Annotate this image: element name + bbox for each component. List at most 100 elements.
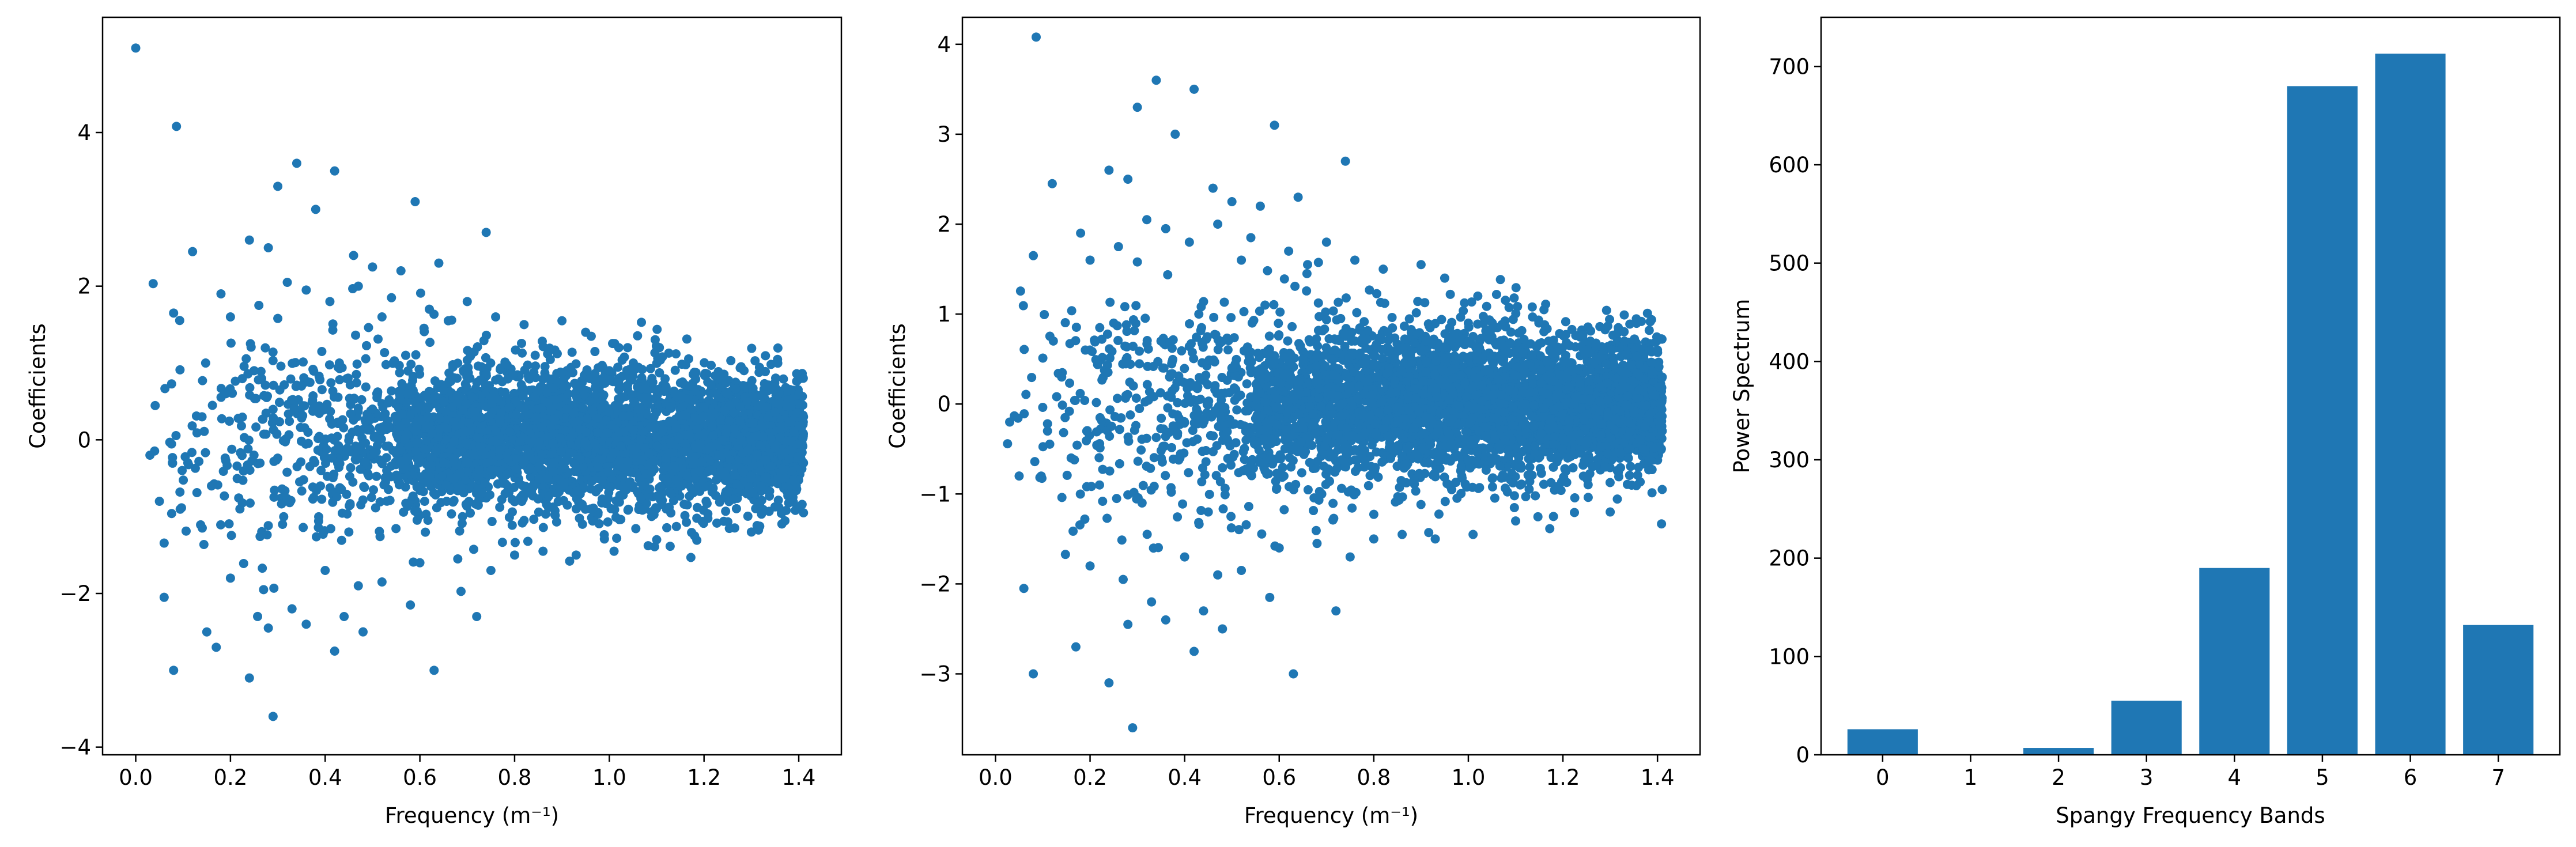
scatter-point: [682, 471, 692, 481]
scatter-point: [708, 430, 718, 440]
scatter-point: [704, 481, 713, 491]
scatter-point: [543, 398, 553, 407]
scatter-point: [750, 356, 760, 366]
scatter-point: [282, 467, 292, 477]
scatter-point: [603, 467, 613, 477]
scatter-point: [395, 368, 405, 377]
scatter-point: [491, 426, 501, 436]
scatter-point: [188, 247, 198, 256]
scatter-point: [686, 553, 696, 562]
scatter-point: [622, 380, 632, 390]
scatter-point: [316, 481, 326, 491]
scatter-point: [207, 400, 217, 410]
scatter-point: [699, 402, 709, 412]
scatter-point: [633, 382, 643, 392]
scatter-point: [415, 558, 425, 568]
scatter-point: [175, 365, 185, 375]
scatter-point: [640, 443, 649, 453]
scatter-point: [658, 352, 667, 362]
scatter-point: [276, 361, 286, 371]
scatter-point: [458, 512, 467, 521]
scatter-point: [294, 477, 304, 487]
scatter-point: [357, 395, 367, 404]
scatter-point: [333, 432, 342, 441]
scatter-point: [396, 456, 406, 466]
scatter-point: [401, 350, 410, 360]
scatter-point: [591, 485, 600, 495]
scatter-point: [211, 642, 221, 652]
scatter-point: [488, 436, 497, 446]
scatter-point: [221, 389, 231, 399]
scatter-point: [268, 712, 278, 721]
scatter-point: [512, 464, 522, 474]
scatter-point: [372, 393, 382, 403]
scatter-point: [309, 366, 319, 376]
scatter-point: [1185, 319, 1195, 328]
scatter-point: [314, 512, 324, 521]
scatter-point: [441, 406, 451, 416]
scatter-point: [666, 489, 676, 498]
scatter-point: [244, 673, 254, 683]
scatter-point: [590, 438, 600, 448]
scatter-point: [254, 301, 264, 310]
scatter-point: [570, 459, 580, 469]
scatter-point: [462, 356, 472, 365]
scatter-point: [599, 534, 609, 544]
scatter-point: [387, 293, 396, 302]
scatter-point: [590, 369, 600, 379]
scatter-point: [556, 447, 566, 456]
scatter-point: [269, 492, 279, 502]
scatter-point: [487, 517, 497, 527]
scatter-point: [579, 385, 588, 395]
scatter-point: [641, 384, 651, 394]
scatter-point: [477, 362, 486, 372]
scatter-point: [194, 456, 204, 466]
scatter-point: [328, 497, 338, 507]
scatter-point: [650, 348, 660, 358]
scatter-point: [239, 558, 248, 568]
scatter-point: [651, 408, 661, 418]
scatter-point: [716, 415, 726, 425]
scatter-point: [361, 438, 371, 448]
scatter-point: [169, 308, 179, 318]
scatter-point: [292, 158, 301, 168]
scatter-point: [348, 477, 358, 487]
scatter-point: [614, 497, 624, 507]
scatter-point: [382, 441, 391, 451]
scatter-point: [586, 504, 595, 514]
scatter-point: [724, 524, 734, 534]
scatter-point: [326, 407, 335, 417]
scatter-point: [618, 472, 628, 482]
scatter-point: [1647, 488, 1657, 498]
scatter-point: [1115, 459, 1124, 468]
y-tick-label: −2: [59, 581, 91, 606]
scatter-point: [382, 496, 392, 506]
scatter-point: [517, 497, 527, 506]
scatter-point: [456, 587, 466, 596]
x-axis-label: Frequency (m⁻¹): [385, 803, 559, 828]
scatter-point: [590, 377, 600, 387]
scatter-point: [131, 43, 141, 53]
scatter-point: [652, 441, 662, 451]
scatter-point: [496, 365, 505, 375]
scatter-point: [263, 243, 273, 252]
x-tick-label: 0.8: [1357, 765, 1391, 790]
scatter-point: [670, 365, 680, 375]
scatter-point: [216, 289, 226, 298]
scatter-point: [702, 498, 712, 508]
scatter-point: [455, 468, 465, 478]
scatter-point: [597, 498, 607, 508]
scatter-point: [726, 356, 736, 365]
scatter-point: [381, 360, 391, 369]
scatter-point: [412, 421, 422, 431]
scatter-point: [543, 502, 553, 512]
scatter-point: [717, 435, 727, 445]
scatter-point: [537, 422, 547, 432]
scatter-point: [604, 375, 614, 385]
scatter-point: [175, 487, 185, 497]
scatter-point: [530, 350, 540, 360]
scatter-point: [688, 369, 698, 379]
scatter-point: [375, 527, 384, 536]
scatter-point: [350, 455, 360, 464]
scatter-point: [449, 417, 459, 426]
